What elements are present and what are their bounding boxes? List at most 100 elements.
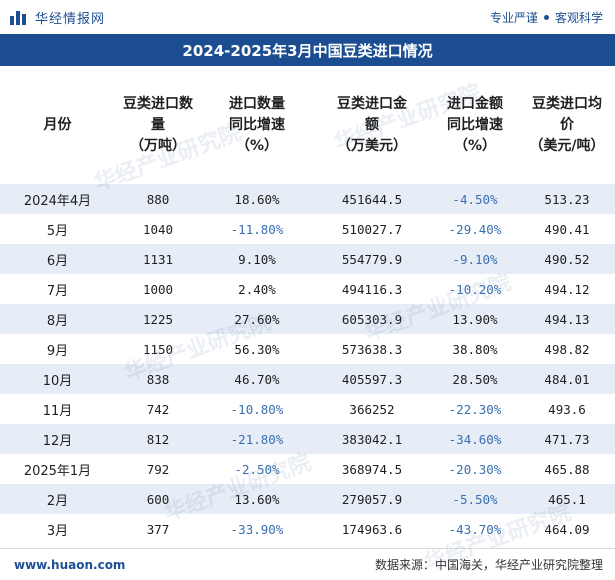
cell-amount: 368974.5 xyxy=(341,461,403,477)
cell-month: 8月 xyxy=(46,313,69,329)
cell-qty-yoy: -33.90% xyxy=(230,521,284,537)
cell-amount-yoy: -4.50% xyxy=(452,191,498,207)
table-row: 8月 1225 27.60% 605303.9 13.90% 494.13 xyxy=(0,304,615,334)
table-row: 2025年1月 792 -2.50% 368974.5 -20.30% 465.88 xyxy=(0,454,615,484)
cell-qty-yoy: 18.60% xyxy=(234,191,280,207)
cell-price: 471.73 xyxy=(544,431,590,447)
data-table: 月份 豆类进口数量 （万吨） 进口数量 同比增速 （%） 豆类进口金额 （万美元） 进口金额 同比… xyxy=(0,66,615,544)
cell-month: 2025年1月 xyxy=(23,463,92,479)
table-row: 5月 1040 -11.80% 510027.7 -29.40% 490.41 xyxy=(0,214,615,244)
cell-price: 494.13 xyxy=(544,311,590,327)
brand-name: 华经情报网 xyxy=(35,11,106,27)
cell-price: 490.52 xyxy=(544,251,590,267)
cell-qty: 1150 xyxy=(142,341,174,357)
cell-amount: 605303.9 xyxy=(341,311,403,327)
header-line: （%） xyxy=(453,137,497,154)
header-line: （%） xyxy=(235,137,279,154)
cell-qty: 1040 xyxy=(142,221,174,237)
table-row: 9月 1150 56.30% 573638.3 38.80% 498.82 xyxy=(0,334,615,364)
cell-qty: 1225 xyxy=(142,311,174,327)
header-line: 量 xyxy=(151,116,165,133)
header-line: 豆类进口均 xyxy=(532,95,602,112)
cell-month: 11月 xyxy=(42,403,73,419)
cell-qty-yoy: 13.60% xyxy=(234,491,280,507)
brand[interactable]: 华经情报网 xyxy=(10,8,105,27)
cell-amount: 494116.3 xyxy=(341,281,403,297)
cell-price: 465.1 xyxy=(548,491,586,507)
cell-qty: 377 xyxy=(146,521,170,537)
header-line: 额 xyxy=(365,116,379,133)
header-qty-yoy: 进口数量同比增速 （%） xyxy=(201,94,313,157)
table-row: 2024年4月 880 18.60% 451644.5 -4.50% 513.23 xyxy=(0,184,615,214)
cell-month: 6月 xyxy=(46,253,69,269)
cell-qty: 1131 xyxy=(142,251,174,267)
cell-qty-yoy: -11.80% xyxy=(230,221,284,237)
cell-qty: 812 xyxy=(146,431,170,447)
table-row: 3月 377 -33.90% 174963.6 -43.70% 464.09 xyxy=(0,514,615,544)
cell-month: 7月 xyxy=(46,283,69,299)
header-line: 进口金额 xyxy=(447,95,503,112)
table-row: 2月 600 13.60% 279057.9 -5.50% 465.1 xyxy=(0,484,615,514)
footer: www.huaon.com 数据来源：中国海关，华经产业研究院整理 xyxy=(0,548,615,580)
cell-amount: 451644.5 xyxy=(341,191,403,207)
header-line: （万美元） xyxy=(337,137,407,154)
table-header-row: 月份 豆类进口数量 （万吨） 进口数量 同比增速 （%） 豆类进口金额 （万美元） 进口金额 同比… xyxy=(0,66,615,184)
cell-amount: 174963.6 xyxy=(341,521,403,537)
cell-amount: 383042.1 xyxy=(341,431,403,447)
cell-amount-yoy: -10.20% xyxy=(448,281,502,297)
cell-qty-yoy: -21.80% xyxy=(230,431,284,447)
header-line: （美元/吨） xyxy=(529,137,605,154)
cell-month: 3月 xyxy=(46,523,69,539)
cell-qty-yoy: -2.50% xyxy=(234,461,280,477)
logo-icon xyxy=(10,9,28,25)
cell-amount-yoy: -9.10% xyxy=(452,251,498,267)
cell-qty-yoy: 56.30% xyxy=(234,341,280,357)
header-line: （万吨） xyxy=(130,137,186,154)
cell-price: 493.6 xyxy=(548,401,586,417)
cell-amount-yoy: 38.80% xyxy=(452,341,498,357)
cell-month: 2月 xyxy=(46,493,69,509)
cell-month: 2024年4月 xyxy=(23,193,92,209)
cell-amount-yoy: 13.90% xyxy=(452,311,498,327)
data-source: 数据来源：中国海关，华经产业研究院整理 xyxy=(374,558,603,572)
header-import-amount: 豆类进口金额 （万美元） xyxy=(313,94,431,157)
header-month: 月份 xyxy=(0,115,115,136)
cell-qty: 792 xyxy=(146,461,170,477)
cell-qty-yoy: -10.80% xyxy=(230,401,284,417)
cell-price: 498.82 xyxy=(544,341,590,357)
cell-price: 490.41 xyxy=(544,221,590,237)
cell-price: 484.01 xyxy=(544,371,590,387)
table-row: 7月 1000 2.40% 494116.3 -10.20% 494.12 xyxy=(0,274,615,304)
header-line: 价 xyxy=(560,116,574,133)
cell-amount-yoy: 28.50% xyxy=(452,371,498,387)
cell-amount-yoy: -43.70% xyxy=(448,521,502,537)
header-line: 同比增速 xyxy=(229,116,285,133)
slogan-right: 客观科学 xyxy=(554,10,603,25)
cell-price: 513.23 xyxy=(544,191,590,207)
cell-qty-yoy: 2.40% xyxy=(238,281,276,297)
cell-amount: 366252 xyxy=(349,401,395,417)
cell-amount: 510027.7 xyxy=(341,221,403,237)
cell-qty-yoy: 46.70% xyxy=(234,371,280,387)
header-line: 进口数量 xyxy=(229,95,285,112)
cell-qty-yoy: 9.10% xyxy=(238,251,276,267)
slogan: 专业严谨 客观科学 xyxy=(490,9,603,26)
cell-qty-yoy: 27.60% xyxy=(234,311,280,327)
header-line: 月份 xyxy=(43,116,72,133)
header-avg-price: 豆类进口均价 （美元/吨） xyxy=(519,94,615,157)
header-line: 豆类进口金 xyxy=(337,95,407,112)
table-row: 11月 742 -10.80% 366252 -22.30% 493.6 xyxy=(0,394,615,424)
bullet-dot-icon xyxy=(543,14,549,20)
cell-amount-yoy: -22.30% xyxy=(448,401,502,417)
cell-qty: 880 xyxy=(146,191,170,207)
cell-month: 12月 xyxy=(42,433,73,449)
cell-amount: 279057.9 xyxy=(341,491,403,507)
cell-qty: 742 xyxy=(146,401,170,417)
cell-amount-yoy: -29.40% xyxy=(448,221,502,237)
cell-month: 5月 xyxy=(46,223,69,239)
slogan-left: 专业严谨 xyxy=(489,10,538,25)
cell-amount: 554779.9 xyxy=(341,251,403,267)
header-line: 同比增速 xyxy=(447,116,503,133)
cell-amount-yoy: -20.30% xyxy=(448,461,502,477)
site-link[interactable]: www.huaon.com xyxy=(14,557,126,572)
